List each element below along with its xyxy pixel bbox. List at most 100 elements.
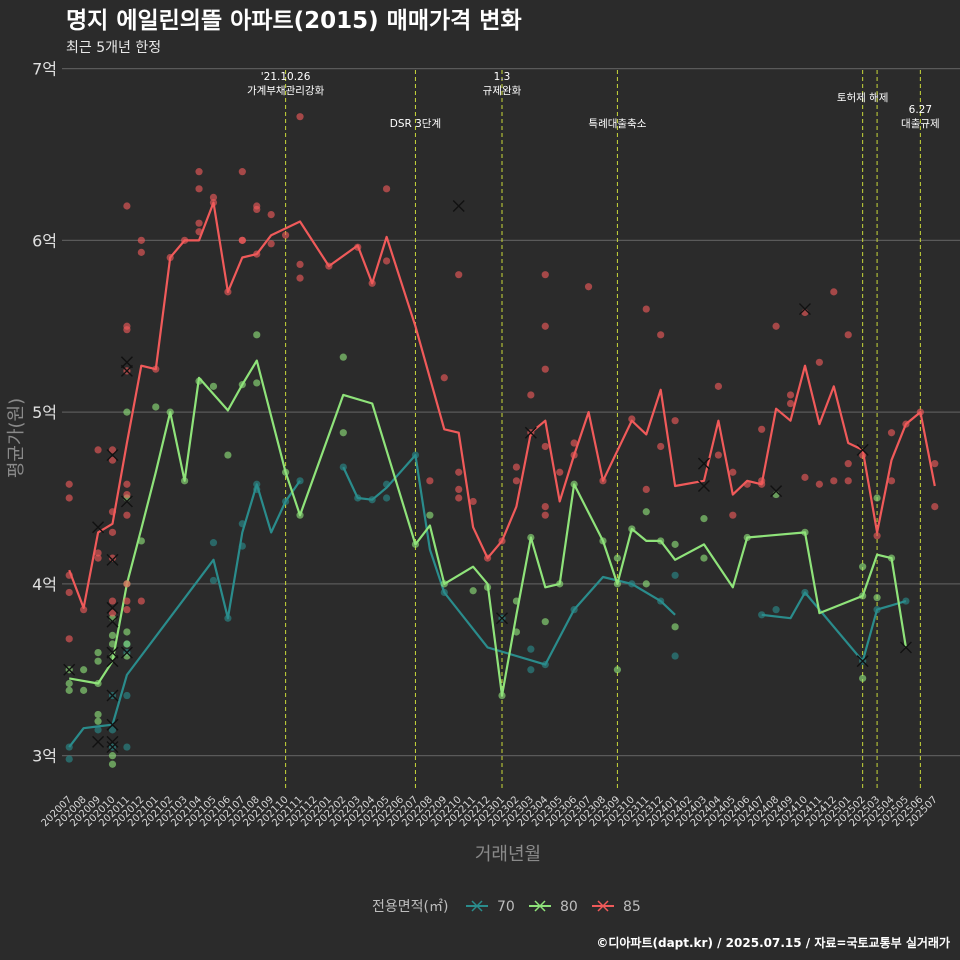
x-axis-ticks: 2020072020082020092020102020112020122021… — [40, 794, 940, 829]
cancelled-trade-marker — [106, 449, 119, 462]
event-label: 토허제 해제 — [837, 91, 889, 104]
cancelled-trade-marker — [798, 303, 811, 316]
data-point — [786, 399, 795, 408]
data-point — [339, 429, 347, 437]
data-point — [931, 502, 939, 511]
data-point — [123, 628, 131, 636]
x-axis-title: 거래년월 — [475, 844, 541, 865]
data-point — [382, 494, 391, 502]
event-label: 가계부채관리강화 — [247, 85, 325, 97]
data-point — [382, 257, 391, 265]
data-point — [455, 494, 463, 502]
data-point — [844, 331, 852, 339]
data-point — [238, 236, 246, 244]
data-point — [455, 271, 463, 279]
data-point — [873, 532, 881, 540]
data-point — [253, 379, 261, 387]
legend-label: 80 — [560, 899, 578, 915]
data-point — [282, 231, 290, 239]
data-point — [123, 490, 131, 499]
data-point — [108, 456, 117, 464]
data-point — [455, 485, 463, 494]
cancelled-trade-marker — [770, 485, 783, 498]
data-point — [94, 726, 102, 734]
cancelled-trade-marker — [106, 741, 119, 754]
data-point — [94, 657, 102, 665]
data-point — [541, 511, 549, 519]
data-point — [902, 597, 910, 605]
data-point — [238, 168, 246, 176]
data-point — [108, 726, 117, 734]
data-point — [556, 468, 564, 476]
data-point — [296, 113, 304, 121]
data-point — [209, 576, 218, 585]
data-point — [94, 446, 102, 454]
data-point — [65, 686, 73, 694]
data-point — [209, 193, 218, 202]
data-point — [94, 554, 102, 562]
data-point — [123, 606, 131, 614]
data-point — [469, 587, 477, 595]
data-point — [137, 597, 145, 605]
data-point — [642, 508, 650, 516]
data-point — [830, 477, 838, 485]
data-point — [137, 248, 145, 256]
data-point — [209, 382, 218, 390]
data-point — [267, 210, 275, 219]
data-point — [642, 485, 650, 494]
cancelled-trade-marker — [106, 615, 119, 628]
cancelled-trade-marker — [106, 655, 119, 668]
data-point — [628, 415, 636, 423]
y-axis-title: 평균가(원) — [6, 398, 27, 478]
cancelled-trade-marker — [524, 426, 537, 439]
series-85 — [65, 113, 939, 643]
cancelled-trade-marker — [856, 443, 869, 456]
data-point — [123, 580, 131, 588]
cancelled-trade-marker — [106, 718, 119, 731]
data-point — [123, 511, 131, 519]
data-point — [642, 305, 650, 313]
data-point — [296, 274, 304, 282]
series-line — [342, 454, 676, 666]
data-point — [123, 691, 131, 700]
data-point — [94, 549, 102, 557]
event-label: 규제완화 — [483, 84, 522, 97]
data-point — [80, 666, 88, 674]
series-line — [761, 591, 907, 663]
legend-key-marker — [597, 900, 609, 912]
cancelled-trade-marker — [452, 200, 465, 212]
legend: 전용면적(㎡) 70 80 85 — [372, 899, 641, 915]
event-label: 1.3 — [494, 71, 511, 83]
cancelled-trade-marker — [106, 689, 119, 702]
cancelled-trade-marker — [120, 646, 133, 659]
data-point — [657, 331, 665, 339]
legend-title: 전용면적(㎡) — [372, 899, 448, 915]
data-point — [65, 679, 73, 688]
legend-label: 85 — [623, 899, 641, 915]
data-point — [887, 477, 896, 485]
cancelled-trade-marker — [63, 663, 76, 676]
data-point — [123, 743, 131, 751]
y-tick-label: 5억 — [32, 403, 57, 422]
cancelled-trade-marker — [697, 457, 710, 470]
data-point — [65, 588, 73, 597]
cancelled-trade-marker — [106, 553, 119, 566]
data-point — [253, 202, 261, 210]
data-point — [195, 168, 203, 176]
event-label: 특례대출축소 — [588, 118, 646, 130]
data-point — [527, 391, 535, 399]
data-point — [527, 666, 535, 674]
data-point — [815, 480, 823, 488]
y-tick-label: 7억 — [32, 60, 57, 79]
data-point — [339, 353, 347, 361]
data-point — [873, 494, 881, 502]
data-point — [844, 460, 852, 468]
chart-subtitle: 최근 5개년 한정 — [66, 40, 161, 56]
data-point — [296, 260, 304, 268]
data-point — [642, 580, 650, 588]
data-point — [815, 358, 823, 366]
data-point — [108, 554, 117, 562]
data-point — [758, 425, 766, 433]
